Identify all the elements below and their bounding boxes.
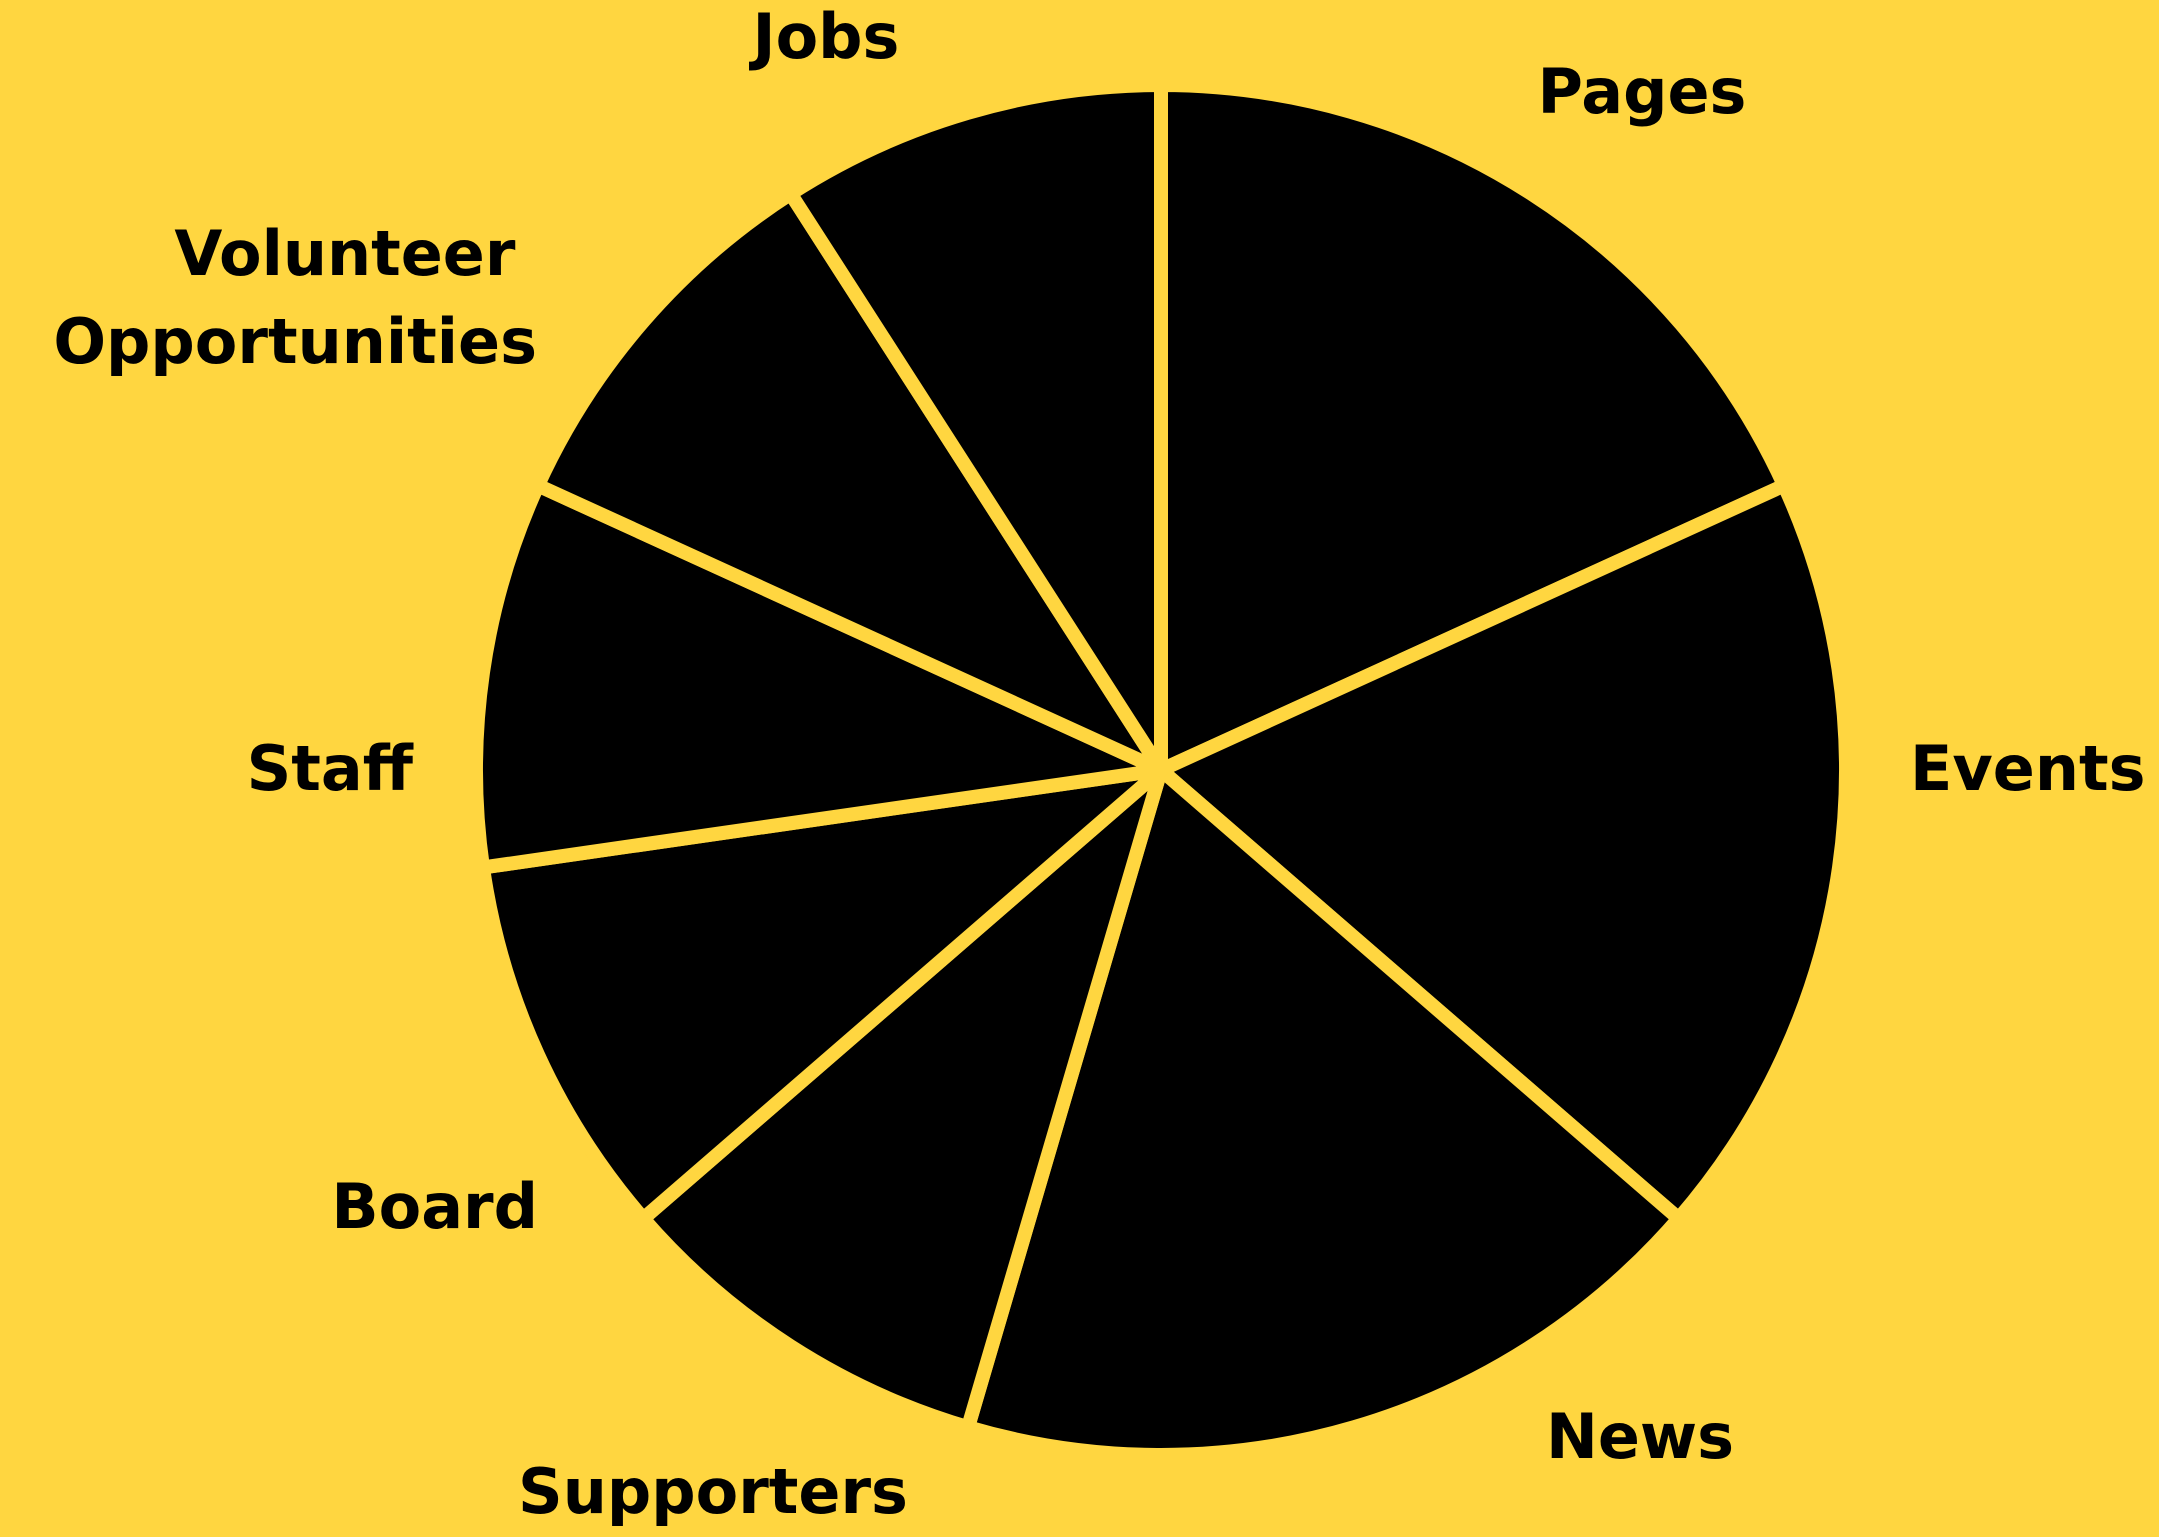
pie-slice-supporters	[636, 763, 1168, 1435]
slice-label-events: Events	[1910, 732, 2146, 805]
pie-slice-events	[1154, 478, 1853, 1226]
volunteer-opportunities-line: Volunteer	[174, 217, 515, 290]
slice-label-volunteer-opportunities: Volunteer Opportunities	[53, 217, 537, 378]
pie-labels: Pages Events News Supporters Board Staff…	[53, 0, 2145, 1528]
pie-slice-pages	[1154, 78, 1792, 777]
pie-slice-volunteer-opportunities	[530, 186, 1168, 777]
slice-label-pages: Pages	[1538, 55, 1747, 128]
slice-label-jobs: Jobs	[749, 0, 900, 73]
volunteer-opportunities-line: Opportunities	[53, 305, 537, 378]
pie-slice-jobs	[783, 78, 1168, 777]
slice-label-news: News	[1546, 1400, 1734, 1473]
pie-slices	[469, 78, 1853, 1462]
pie-slice-board	[475, 763, 1168, 1226]
pie-slice-news	[961, 763, 1686, 1462]
pie-slice-staff	[469, 478, 1168, 875]
slice-label-supporters: Supporters	[518, 1455, 908, 1528]
slice-label-board: Board	[331, 1170, 538, 1243]
slice-label-staff: Staff	[247, 732, 414, 805]
